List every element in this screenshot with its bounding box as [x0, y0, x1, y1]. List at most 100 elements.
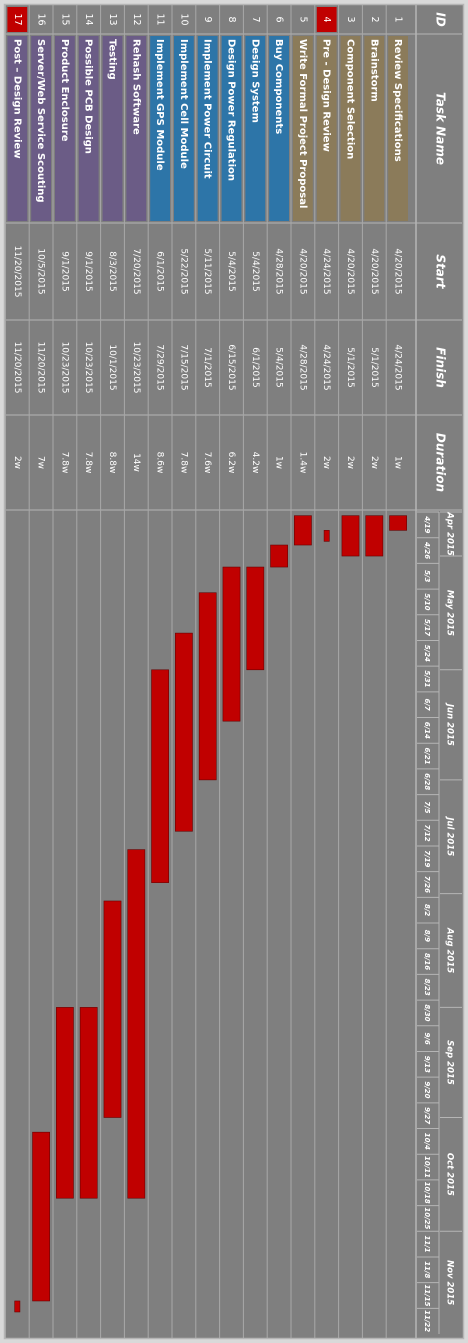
week-label: 5/31 [423, 670, 431, 687]
task-row: 11 Implement GPS Module 6/1/2015 7/29/2015 8… [147, 5, 170, 1338]
week-label: 7/26 [423, 876, 431, 893]
gantt-bar [151, 669, 169, 883]
gantt-bar [323, 530, 330, 542]
task-name-cell [197, 36, 218, 221]
task-row: 16 Server/Web Service Scouting 10/5/2015 11… [28, 5, 51, 1338]
task-name-cell [102, 36, 123, 221]
week-label: 9/6 [423, 1032, 431, 1044]
header-start: Start [434, 254, 448, 289]
task-name: Design Power Regulation [226, 39, 237, 181]
month-label: Nov 2015 [445, 1260, 455, 1305]
task-start: 4/20/2015 [345, 248, 355, 294]
task-duration: 7w [36, 456, 46, 469]
task-id: 6 [274, 16, 285, 22]
task-row: 2 Brainstorm 4/20/2015 5/1/2015 2w [361, 5, 385, 1338]
task-id: 10 [178, 13, 189, 25]
week-label: 11/1 [423, 1236, 431, 1253]
week-label: 6/7 [423, 699, 431, 711]
task-name-cell [78, 36, 99, 221]
task-name: Design System [249, 39, 260, 123]
week-label: 4/26 [423, 542, 431, 559]
task-id: 13 [107, 13, 118, 25]
task-duration: 1w [393, 456, 403, 469]
task-id: 5 [297, 16, 308, 22]
task-finish: 7/15/2015 [178, 344, 188, 390]
week-label: 9/13 [423, 1056, 431, 1073]
week-label: 10/25 [423, 1207, 431, 1229]
task-row: 10 Implement Cell Module 5/22/2015 7/15/201… [171, 5, 194, 1338]
week-label: 10/11 [423, 1156, 431, 1178]
task-duration: 2w [12, 456, 22, 469]
gantt-bar [127, 849, 146, 1199]
task-name-cell [269, 36, 289, 221]
header-duration: Duration [434, 433, 448, 492]
task-start: 8/3/2015 [107, 251, 117, 291]
task-id: 9 [202, 16, 213, 22]
task-row: 3 Component Selection 4/20/2015 5/1/2015 2w [338, 5, 361, 1338]
task-id: 15 [59, 13, 70, 25]
task-row: 14 Possible PCB Design 9/1/2015 10/23/2015 7… [76, 5, 99, 1338]
task-start: 9/1/2015 [59, 251, 69, 291]
task-name: Implement Cell Module [178, 39, 189, 169]
gantt-bar [246, 566, 265, 671]
task-name: Implement GPS Module [154, 39, 165, 171]
task-row: 15 Product Enclosure 9/1/2015 10/23/2015 7.8… [52, 5, 75, 1338]
task-duration: 6.2w [226, 452, 236, 474]
task-id: 8 [226, 16, 237, 22]
task-duration: 7.8w [59, 452, 69, 474]
task-id: 2 [369, 16, 380, 22]
task-duration: 2w [369, 456, 379, 469]
month-label: Jul 2015 [445, 815, 455, 856]
task-start: 10/5/2015 [36, 248, 46, 294]
gantt-bar [32, 1131, 50, 1302]
task-start: 5/22/2015 [178, 248, 188, 294]
gantt-bar [222, 566, 241, 722]
task-finish: 7/1/2015 [202, 347, 212, 387]
task-id: 17 [12, 13, 23, 25]
task-name-cell [7, 36, 28, 221]
task-name: Write Formal Project Proposal [297, 39, 308, 208]
task-start: 5/4/2015 [250, 251, 260, 291]
week-label: 8/23 [423, 979, 431, 996]
week-label: 11/15 [423, 1284, 431, 1306]
task-row: 17 Post – Design Review 11/20/2015 11/20/20… [4, 5, 28, 1338]
task-id: 3 [345, 16, 356, 22]
task-name: Component Selection [345, 39, 356, 159]
week-label: 8/16 [423, 953, 431, 970]
task-name: Possible PCB Design [83, 39, 94, 154]
task-name-cell [316, 36, 337, 221]
task-finish: 4/28/2015 [297, 344, 307, 390]
month-label: Jun 2015 [445, 702, 455, 746]
week-label: 6/21 [423, 747, 431, 764]
task-row: 5 Write Formal Project Proposal 4/20/2015 4… [290, 5, 313, 1338]
task-name: Pre - Design Review [321, 39, 332, 152]
week-label: 10/18 [423, 1182, 431, 1204]
gantt-bar [294, 515, 312, 546]
task-name: Review Specifications [392, 39, 403, 162]
task-start: 6/1/2015 [155, 251, 165, 291]
task-id: 14 [83, 13, 94, 25]
task-start: 4/20/2015 [369, 248, 379, 294]
task-start: 7/20/2015 [131, 248, 141, 294]
task-id: 16 [36, 13, 47, 25]
task-duration: 4.2w [250, 452, 260, 474]
task-duration: 8.6w [155, 452, 165, 474]
task-duration: 14w [131, 453, 141, 472]
task-name: Rehash Software [130, 39, 141, 135]
gantt-bar [389, 515, 407, 531]
task-duration: 1w [274, 456, 284, 469]
week-label: 8/30 [423, 1004, 431, 1021]
week-label: 10/4 [423, 1133, 431, 1150]
task-id: 1 [393, 16, 404, 22]
week-label: 6/28 [423, 773, 431, 790]
week-label: 5/10 [423, 593, 431, 610]
task-id: 4 [321, 16, 332, 22]
task-duration: 8.8w [107, 452, 117, 474]
week-label: 5/3 [423, 570, 431, 582]
task-finish: 10/1/2015 [107, 344, 117, 390]
month-label: Sep 2015 [445, 1040, 455, 1085]
task-duration: 2w [321, 456, 331, 469]
week-label: 11/8 [423, 1261, 431, 1278]
